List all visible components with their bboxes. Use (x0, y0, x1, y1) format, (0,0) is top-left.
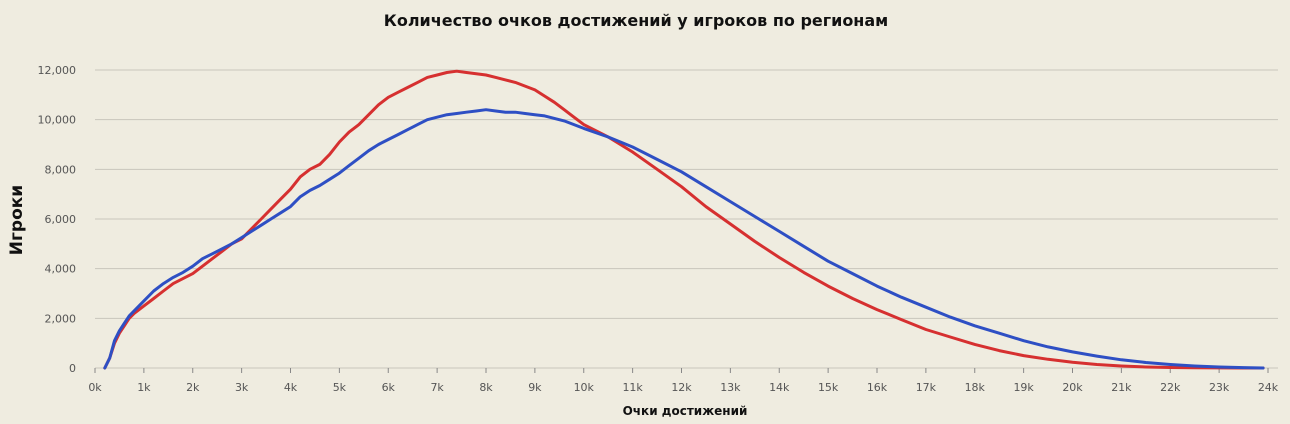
x-tick-label: 5k (333, 381, 347, 394)
x-tick-label: 0k (88, 381, 102, 394)
x-tick-label: 20k (1062, 381, 1083, 394)
y-tick-label: 10,000 (38, 114, 77, 127)
x-tick-label: 15k (818, 381, 839, 394)
x-tick-label: 7k (430, 381, 444, 394)
y-tick-label: 0 (69, 362, 76, 375)
x-tick-label: 16k (867, 381, 888, 394)
x-tick-label: 14k (769, 381, 790, 394)
x-tick-label: 19k (1013, 381, 1034, 394)
x-tick-label: 10k (574, 381, 595, 394)
x-tick-label: 3k (235, 381, 249, 394)
x-tick-label: 22k (1160, 381, 1181, 394)
x-tick-label: 23k (1209, 381, 1230, 394)
x-tick-label: 24k (1258, 381, 1279, 394)
x-axis-ticks: 0k 1k 2k 3k 4k 5k 6k 7k 8k 9k 10k 11k 12k 13k 14k 15k 16… (88, 368, 1279, 394)
series-layer (103, 69, 1265, 370)
x-tick-label: 4k (284, 381, 298, 394)
x-tick-label: 12k (671, 381, 692, 394)
y-tick-label: 2,000 (45, 312, 77, 325)
chart-title: Количество очков достижений у игроков по… (384, 11, 888, 30)
y-tick-label: 6,000 (45, 213, 77, 226)
x-tick-label: 18k (965, 381, 986, 394)
x-tick-label: 13k (720, 381, 741, 394)
y-tick-label: 12,000 (38, 64, 77, 77)
x-tick-label: 21k (1111, 381, 1132, 394)
x-axis-title: Очки достижений (623, 404, 748, 418)
series-line-2 (103, 108, 1265, 370)
y-tick-label: 4,000 (45, 263, 77, 276)
x-tick-label: 11k (622, 381, 643, 394)
x-tick-label: 1k (137, 381, 151, 394)
x-tick-label: 8k (479, 381, 493, 394)
y-axis-title: Игроки (7, 185, 27, 255)
y-tick-label: 8,000 (45, 163, 77, 176)
x-tick-label: 9k (528, 381, 542, 394)
series-line-1 (103, 69, 1265, 370)
x-tick-label: 17k (916, 381, 937, 394)
grid-lines (95, 69, 1278, 369)
y-axis-ticks: 0 2,000 4,000 6,000 8,000 10,000 12,000 (38, 64, 77, 375)
x-tick-label: 6k (382, 381, 396, 394)
x-tick-label: 2k (186, 381, 200, 394)
